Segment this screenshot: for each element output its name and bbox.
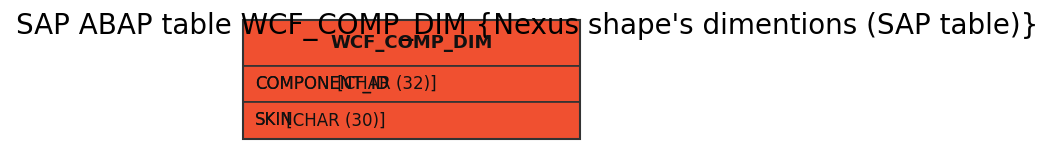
FancyBboxPatch shape [243,20,580,66]
Text: COMPONENT_ID: COMPONENT_ID [255,75,389,93]
FancyBboxPatch shape [243,102,580,139]
Text: WCF_COMP_DIM: WCF_COMP_DIM [330,34,493,52]
Text: SKIN: SKIN [255,111,294,130]
Text: COMPONENT_ID: COMPONENT_ID [255,75,389,93]
Text: [CHAR (30)]: [CHAR (30)] [281,111,385,130]
Text: SAP ABAP table WCF_COMP_DIM {Nexus shape's dimentions (SAP table)}: SAP ABAP table WCF_COMP_DIM {Nexus shape… [17,12,1039,41]
FancyBboxPatch shape [243,66,580,102]
Text: [CHAR (32)]: [CHAR (32)] [333,75,437,93]
Text: SKIN: SKIN [255,111,294,130]
